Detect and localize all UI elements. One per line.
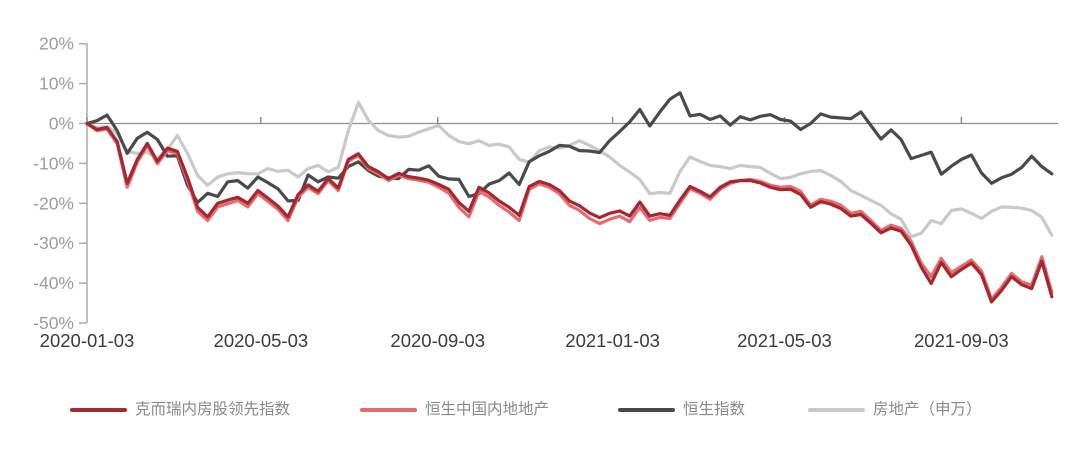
legend-item: 恒生中国内地地产 — [360, 400, 549, 420]
legend-label: 恒生指数 — [683, 401, 746, 418]
x-axis-tick-label: 2020-09-03 — [390, 330, 485, 351]
y-axis-tick-label: -30% — [33, 233, 74, 253]
legend-label: 恒生中国内地地产 — [425, 401, 550, 418]
line-hs-china-mainland-property — [85, 121, 1054, 301]
y-axis-tick-label: -50% — [33, 313, 74, 333]
y-axis-tick-label: -20% — [33, 193, 74, 213]
legend-swatch — [808, 408, 865, 412]
x-axis-tick-label: 2020-01-03 — [40, 330, 135, 351]
x-axis-tick-label: 2020-05-03 — [214, 330, 309, 351]
legend-swatch — [360, 408, 417, 412]
y-axis-tick-label: -40% — [33, 273, 74, 293]
line-keerui-mainland-property-leading-index — [85, 121, 1054, 304]
legend-swatch — [70, 408, 127, 412]
legend-swatch — [618, 408, 675, 412]
chart-legend: 克而瑞内房股领先指数 恒生中国内地地产 恒生指数 房地产（申万） — [0, 400, 1080, 422]
legend-item: 恒生指数 — [618, 400, 745, 420]
y-axis-tick-label: 20% — [39, 34, 74, 54]
legend-label: 克而瑞内房股领先指数 — [135, 401, 291, 418]
legend-label: 房地产（申万） — [873, 401, 982, 418]
x-axis-tick-label: 2021-09-03 — [914, 330, 1009, 351]
line-real-estate-shenwan — [85, 100, 1054, 239]
y-axis-tick-label: 10% — [39, 74, 74, 94]
legend-item: 房地产（申万） — [808, 400, 982, 420]
legend-item: 克而瑞内房股领先指数 — [70, 400, 290, 420]
x-axis-tick-label: 2021-05-03 — [737, 330, 832, 351]
y-axis-tick-label: -10% — [33, 153, 74, 173]
line-hang-seng-index — [85, 91, 1054, 205]
y-axis-tick-label: 0% — [49, 114, 74, 134]
x-axis-tick-label: 2021-01-03 — [565, 330, 660, 351]
